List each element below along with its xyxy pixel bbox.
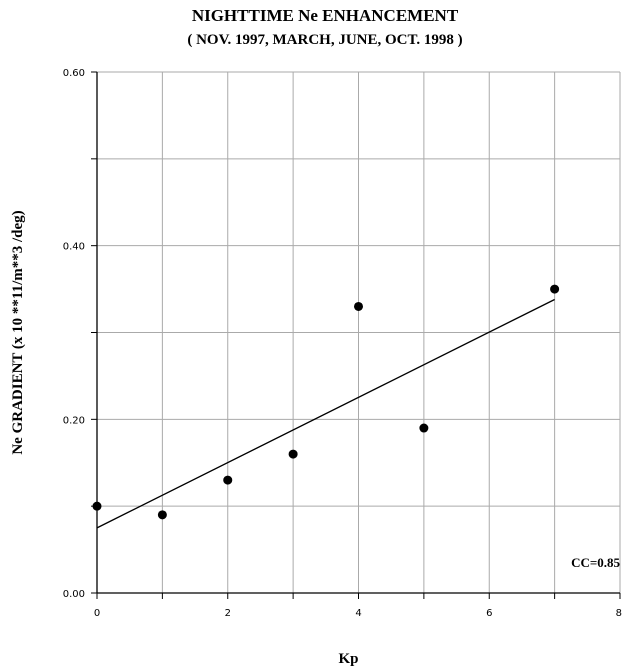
y-tick-label: 0.40 [63, 242, 85, 253]
x-tick-label: 6 [486, 608, 492, 619]
chart-subtitle: ( NOV. 1997, MARCH, JUNE, OCT. 1998 ) [187, 32, 463, 48]
data-point [223, 475, 233, 485]
x-tick-label: 0 [94, 608, 100, 619]
y-tick-label: 0.20 [63, 415, 85, 426]
x-tick-label: 2 [225, 608, 231, 619]
y-axis-label: Ne GRADIENT (x 10 **11/m**3 /deg) [10, 210, 26, 454]
x-tick-label: 4 [355, 608, 361, 619]
data-points [92, 284, 560, 520]
grid-lines [97, 71, 621, 593]
regression-line [96, 298, 555, 529]
y-tick-label: 0.60 [63, 68, 85, 79]
tick-labels: 0.00 0.20 0.40 0.60 0 2 4 6 8 [63, 68, 622, 619]
x-tick-label: 8 [616, 608, 622, 619]
data-point [354, 301, 363, 311]
fit-line-group [96, 298, 555, 529]
data-point [419, 423, 429, 433]
y-tick-label: 0.00 [63, 589, 85, 600]
chart-title: NIGHTTIME Ne ENHANCEMENT [191, 6, 459, 25]
x-axis-label: Kp [338, 651, 358, 667]
data-point [288, 449, 298, 459]
axes [91, 71, 621, 599]
data-point [157, 510, 167, 520]
correlation-annotation: CC=0.85 [571, 555, 620, 570]
data-point [550, 284, 560, 294]
data-point [92, 501, 102, 511]
